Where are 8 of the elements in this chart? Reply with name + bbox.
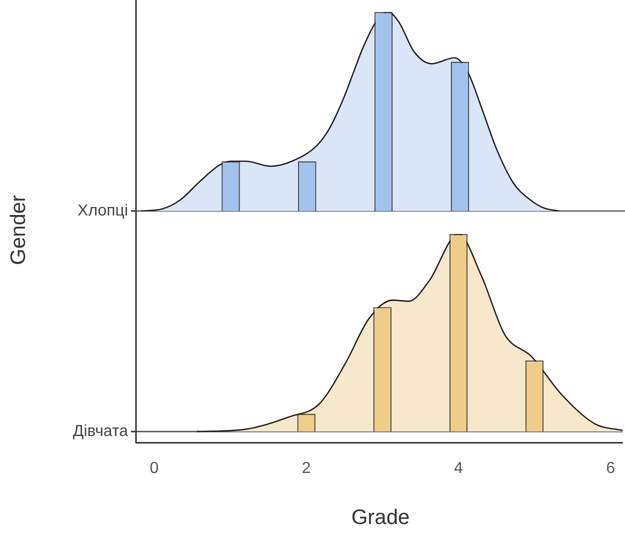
x-tick-label: 2 xyxy=(302,460,311,477)
text: Дівчата xyxy=(72,422,128,440)
x-tick-label: 0 xyxy=(150,460,159,477)
x-axis-title: Grade xyxy=(350,506,411,530)
x-tick-label: 6 xyxy=(606,460,616,477)
x-tick-label: 4 xyxy=(454,460,463,477)
series-label: Хлопці xyxy=(78,202,128,220)
y-axis-title: Gender xyxy=(7,194,31,265)
